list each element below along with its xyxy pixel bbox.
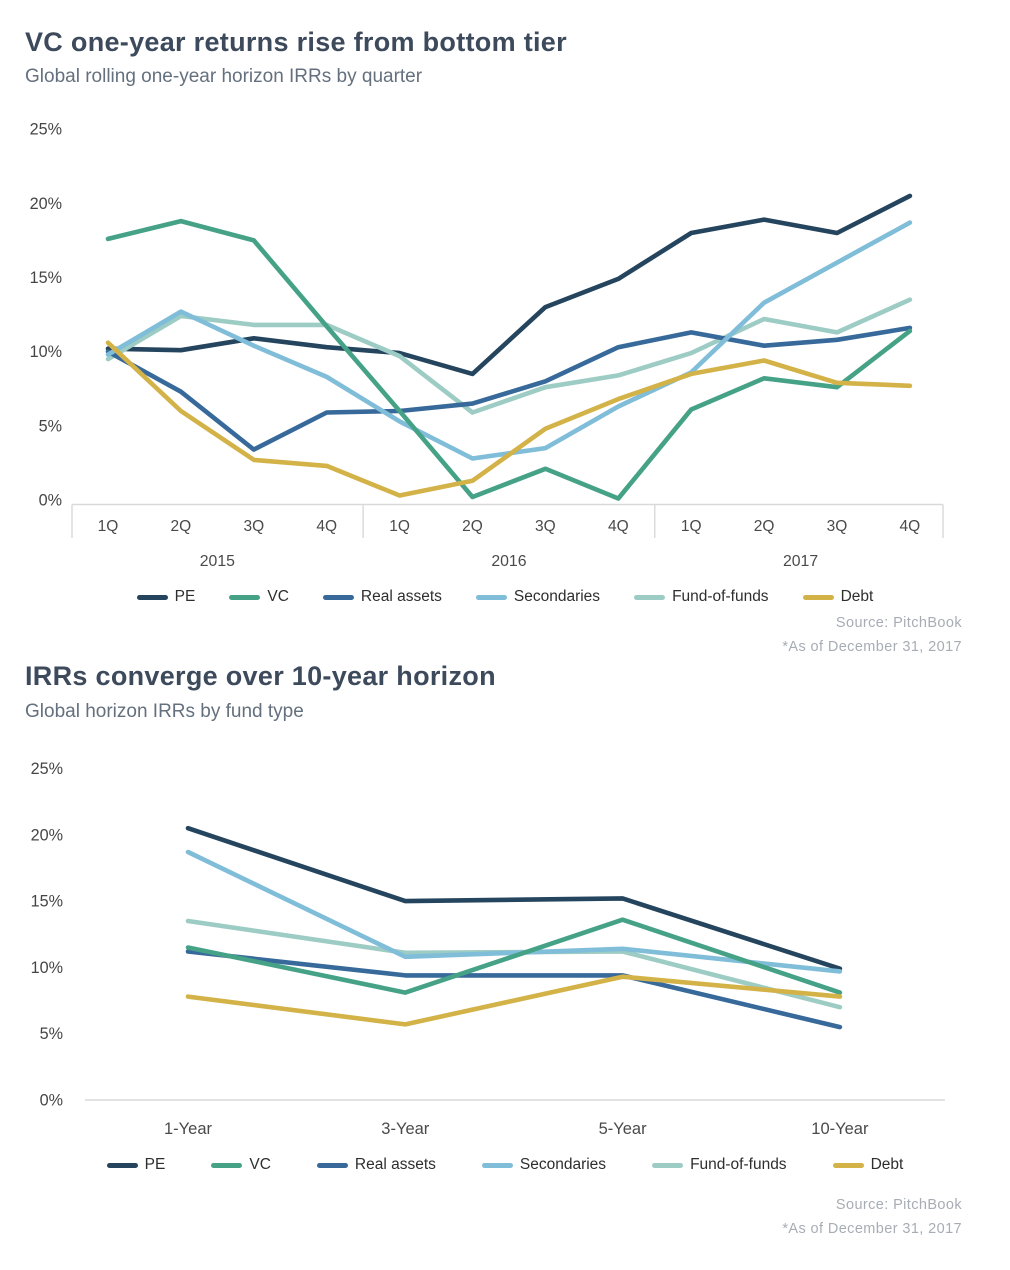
legend-label: Fund-of-funds	[690, 1156, 787, 1173]
x-category-label: 1Q	[681, 518, 702, 535]
series-line-pe	[105, 193, 913, 377]
legend-item-secondaries: Secondaries	[481, 1156, 607, 1174]
y-tick-label: 25%	[30, 121, 62, 139]
legend-item-pe: PE	[136, 588, 196, 606]
x-category-label: 10-Year	[811, 1120, 869, 1138]
chart1-title: VC one-year returns rise from bottom tie…	[25, 27, 567, 57]
y-tick-label: 20%	[30, 195, 62, 213]
x-category-label: 4Q	[900, 518, 921, 535]
legend-swatch-icon	[229, 594, 261, 600]
y-tick-label: 10%	[30, 343, 62, 361]
legend-label: VC	[267, 588, 289, 605]
y-tick-label: 5%	[40, 1025, 63, 1043]
legend-label: Secondaries	[513, 588, 601, 605]
year-label: 2015	[200, 553, 235, 570]
x-category-label: 5-Year	[599, 1120, 648, 1138]
chart2-title: IRRs converge over 10-year horizon	[25, 661, 496, 691]
x-category-label: 3-Year	[381, 1120, 430, 1138]
y-tick-label: 10%	[31, 959, 63, 977]
chart1-source-line: Source: PitchBook	[835, 615, 962, 631]
chart1-source: Source: PitchBook *As of December 31, 20…	[782, 611, 962, 659]
legend-item-pe: PE	[106, 1156, 166, 1174]
series-line-secondaries	[185, 849, 843, 974]
legend-swatch-icon	[634, 594, 666, 600]
legend-swatch-icon	[652, 1162, 684, 1168]
chart2-legend: PE VC Real assets Secondaries Fund-of-funds D…	[0, 1155, 1010, 1175]
legend-swatch-icon	[211, 1162, 243, 1168]
series-line-debt	[105, 340, 913, 498]
chart2-line-plot: 0% 5% 10% 15% 20% 25% 1-Year 3-Year 5-Year 10-Yea…	[31, 760, 945, 1138]
legend-item-secondaries: Secondaries	[475, 588, 601, 606]
x-category-label: 1Q	[389, 518, 410, 535]
legend-swatch-icon	[316, 1162, 348, 1168]
legend-label: Real assets	[354, 1156, 436, 1173]
legend-item-vc: VC	[229, 588, 289, 606]
legend-label: Real assets	[360, 588, 442, 605]
series-line-vc	[105, 218, 913, 501]
series-line-fund-of-funds	[105, 297, 913, 415]
series-line-real-assets	[105, 325, 913, 452]
y-tick-label: 5%	[39, 417, 62, 435]
chart2-source-line: Source: PitchBook	[835, 1197, 962, 1213]
x-category-label: 1Q	[98, 518, 119, 535]
series-line-vc	[185, 917, 843, 995]
legend-item-debt: Debt	[802, 588, 874, 606]
legend-label: VC	[249, 1156, 271, 1173]
series-line-real-assets	[185, 949, 843, 1030]
chart1-asof-line: *As of December 31, 2017	[782, 639, 962, 655]
chart2-asof-line: *As of December 31, 2017	[782, 1221, 962, 1237]
chart1-line-plot: 0% 5% 10% 15% 20% 25% 2015 2016 2017 1Q 2Q 3Q 4Q 1Q 2Q…	[30, 121, 944, 570]
y-tick-label: 15%	[31, 893, 63, 911]
chart1-subtitle: Global rolling one-year horizon IRRs by …	[25, 66, 423, 87]
x-category-label: 2Q	[462, 518, 483, 535]
legend-item-debt: Debt	[832, 1156, 904, 1174]
x-category-label: 3Q	[535, 518, 556, 535]
legend-swatch-icon	[802, 594, 834, 600]
y-tick-label: 15%	[30, 269, 62, 287]
x-category-label: 3Q	[827, 518, 848, 535]
year-label: 2017	[783, 553, 818, 570]
x-category-label: 2Q	[171, 518, 192, 535]
chart2-subtitle: Global horizon IRRs by fund type	[25, 701, 304, 722]
legend-swatch-icon	[322, 594, 354, 600]
legend-label: Fund-of-funds	[672, 588, 769, 605]
legend-item-fund-of-funds: Fund-of-funds	[652, 1156, 787, 1174]
legend-swatch-icon	[832, 1162, 864, 1168]
y-tick-label: 0%	[39, 492, 62, 510]
legend-label: Secondaries	[519, 1156, 607, 1173]
legend-item-fund-of-funds: Fund-of-funds	[634, 588, 769, 606]
series-line-pe	[185, 825, 843, 972]
legend-label: PE	[144, 1156, 166, 1173]
series-line-debt	[185, 974, 843, 1027]
legend-swatch-icon	[481, 1162, 513, 1168]
x-category-label: 4Q	[608, 518, 629, 535]
legend-item-real-assets: Real assets	[322, 588, 442, 606]
legend-swatch-icon	[136, 594, 168, 600]
chart1-legend: PE VC Real assets Secondaries Fund-of-funds D…	[0, 587, 1010, 607]
y-tick-label: 20%	[31, 826, 63, 844]
y-tick-label: 0%	[40, 1092, 63, 1110]
y-tick-label: 25%	[31, 760, 63, 778]
legend-label: PE	[174, 588, 196, 605]
x-category-label: 2Q	[754, 518, 775, 535]
legend-swatch-icon	[475, 594, 507, 600]
legend-item-vc: VC	[211, 1156, 271, 1174]
legend-label: Debt	[840, 588, 874, 605]
legend-swatch-icon	[106, 1162, 138, 1168]
legend-item-real-assets: Real assets	[316, 1156, 436, 1174]
x-category-label: 4Q	[316, 518, 337, 535]
x-category-label: 1-Year	[164, 1120, 213, 1138]
legend-label: Debt	[870, 1156, 904, 1173]
chart2-source: Source: PitchBook *As of December 31, 20…	[782, 1193, 962, 1241]
x-category-label: 3Q	[243, 518, 264, 535]
year-label: 2016	[491, 553, 526, 570]
